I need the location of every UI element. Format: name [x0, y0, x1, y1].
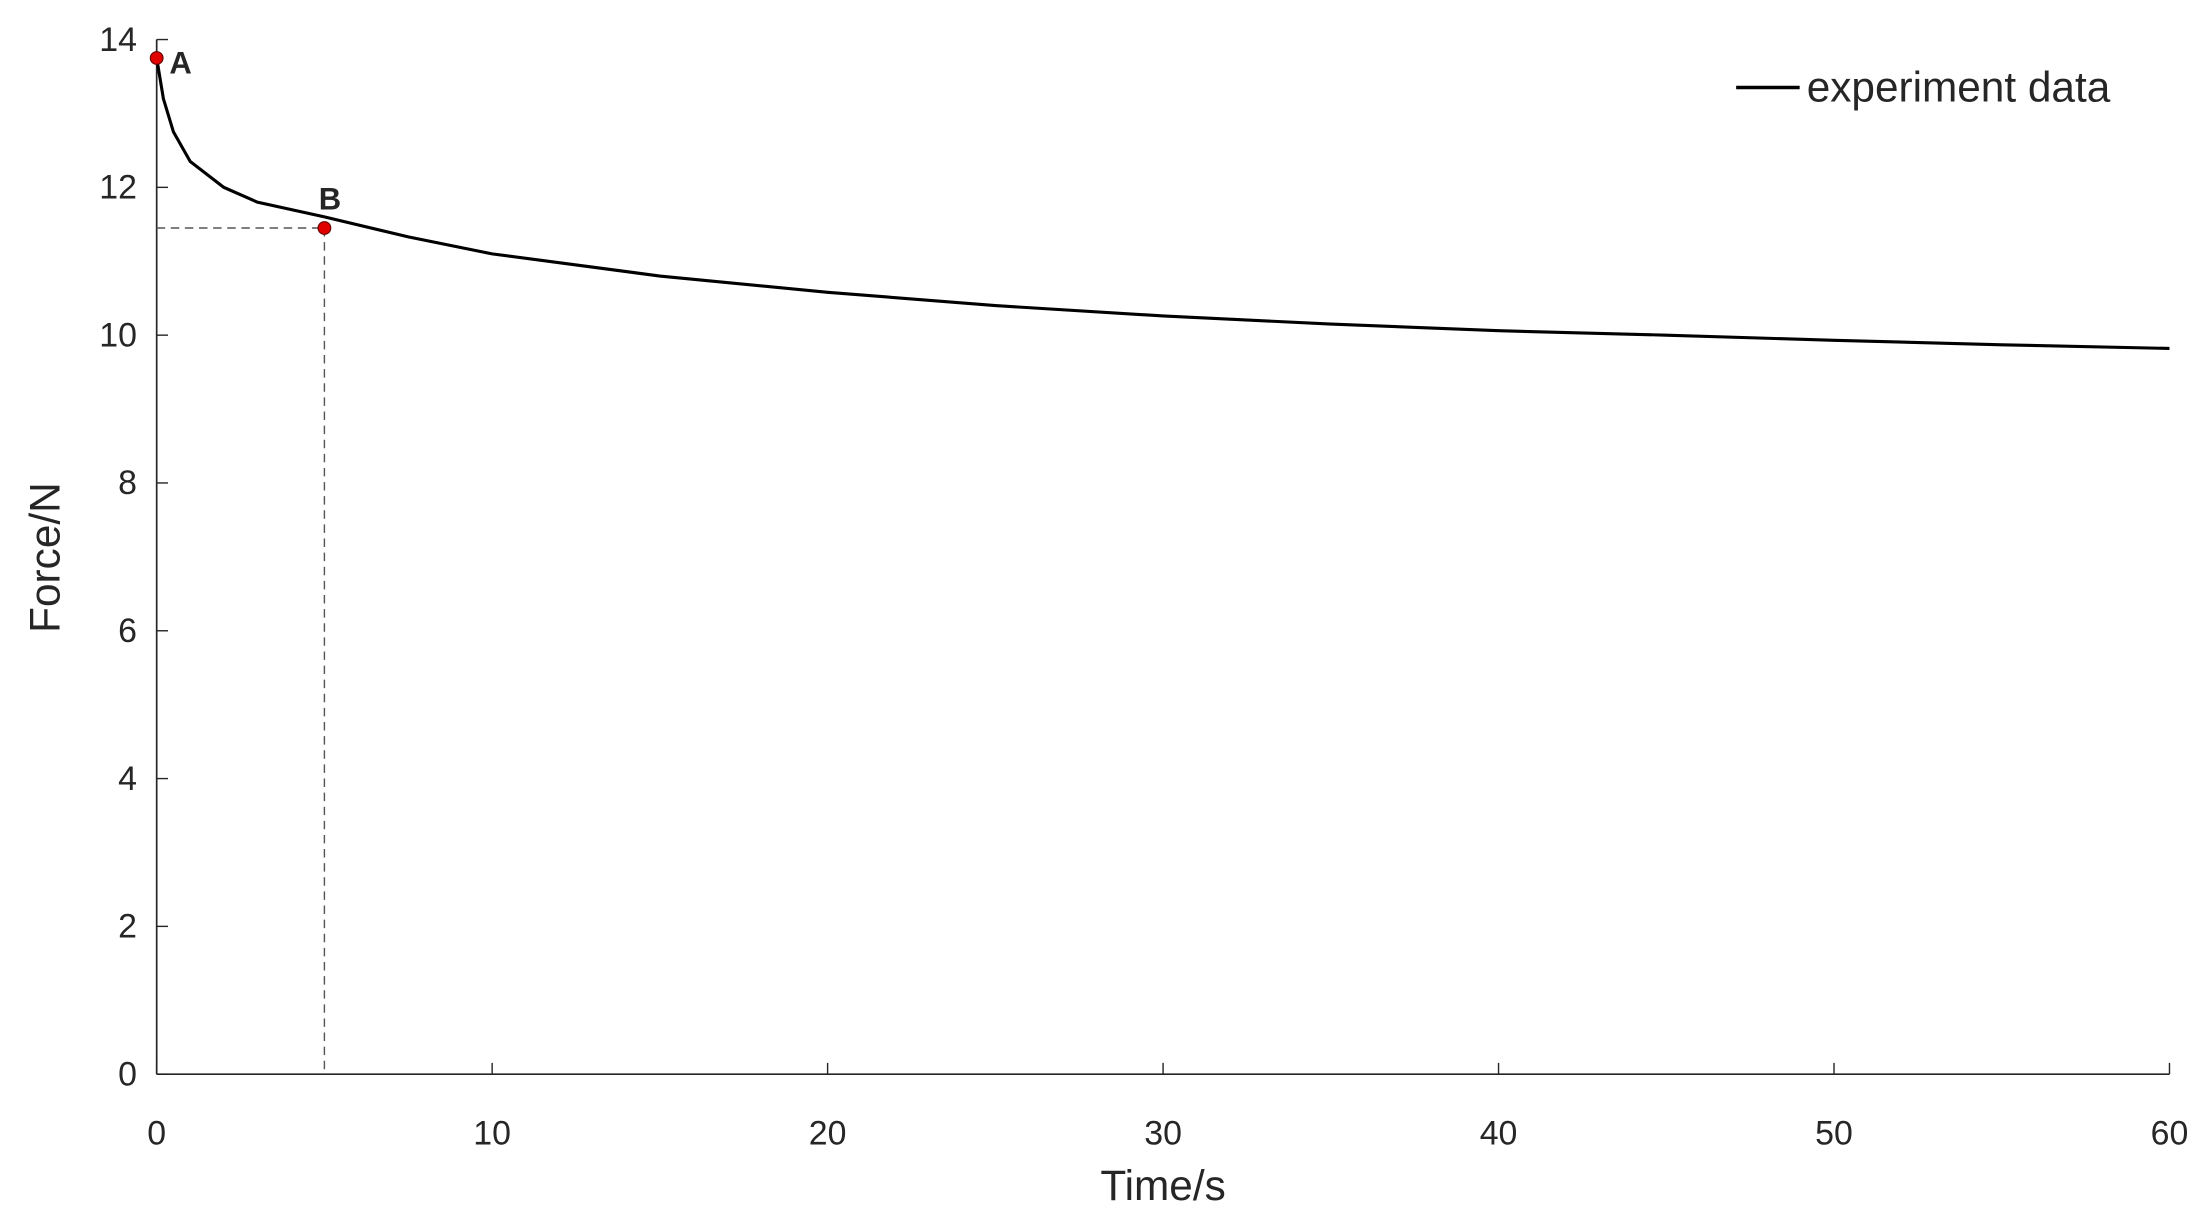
y-tick-label: 8 — [118, 464, 137, 502]
y-tick-label: 4 — [118, 760, 137, 798]
x-tick-label: 50 — [1815, 1115, 1853, 1153]
x-tick-label: 30 — [1144, 1115, 1182, 1153]
y-tick-label: 10 — [99, 316, 137, 354]
x-tick-label: 20 — [809, 1115, 847, 1153]
x-tick-label: 0 — [147, 1115, 166, 1153]
y-tick-label: 12 — [99, 169, 137, 207]
x-tick-label: 40 — [1480, 1115, 1518, 1153]
x-axis-label: Time/s — [1100, 1162, 1225, 1209]
annotation-label: A — [169, 46, 191, 81]
y-axis-label: Force/N — [21, 482, 68, 633]
y-tick-label: 6 — [118, 612, 137, 650]
x-tick-label: 10 — [473, 1115, 511, 1153]
data-line — [155, 57, 2170, 351]
y-tick-label: 2 — [118, 908, 137, 946]
y-tick-label: 14 — [99, 21, 137, 59]
y-tick-label: 0 — [118, 1055, 137, 1093]
legend-label: experiment data — [1807, 64, 2111, 111]
annotation-point — [149, 51, 164, 65]
annotation-label: B — [319, 182, 341, 217]
annotation-point — [317, 221, 332, 235]
x-tick-label: 60 — [2151, 1115, 2189, 1153]
